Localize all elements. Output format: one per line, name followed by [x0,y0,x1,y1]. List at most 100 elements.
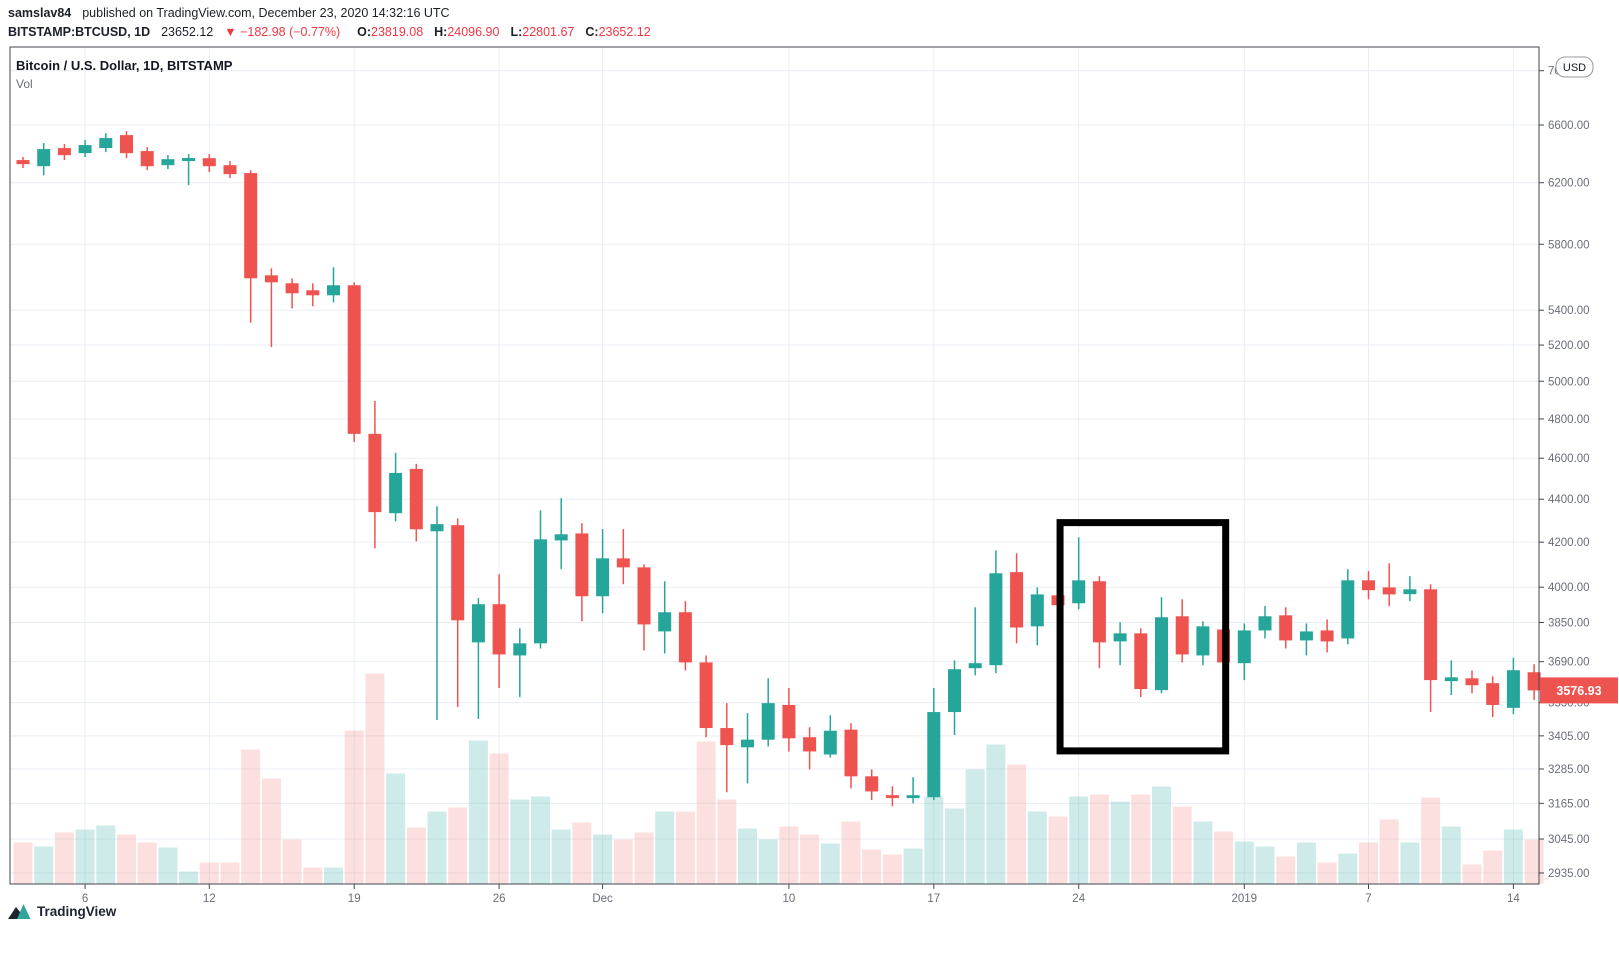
volume-bar [1503,829,1523,884]
price-tick-label: 3285.00 [1548,764,1590,776]
volume-bar [862,849,882,884]
candle-body [1155,617,1168,691]
volume-bar [779,826,799,884]
candle-body [1134,633,1148,690]
volume-bar [220,862,240,884]
tradingview-branding[interactable]: TradingView [8,901,116,921]
candle-body [120,135,133,154]
direction-down-icon: ▼ [224,25,237,39]
candle-body [1341,580,1355,639]
candle-body [1237,630,1251,664]
volume-bar [593,834,613,884]
volume-bar [1048,816,1068,884]
volume-bar [1379,819,1399,884]
candle-body [140,151,154,167]
high-label: H: [434,25,448,39]
high-value: 24096.90 [447,25,500,39]
candle-body [1424,589,1438,681]
open-value: 23819.08 [371,25,424,39]
candle-body [471,604,485,643]
price-tick-label: 4800.00 [1548,414,1590,426]
candle-body [720,728,734,746]
candle-body [741,739,754,748]
currency-button-label[interactable]: USD [1563,62,1586,74]
price-tick-label: 3405.00 [1548,731,1590,743]
volume-bar [158,847,178,884]
volume-bar [1483,850,1503,884]
candle-body [1072,580,1086,604]
chart-legend-title[interactable]: Bitcoin / U.S. Dollar, 1D, BITSTAMP [16,58,233,73]
candle-body [1299,631,1313,641]
currency-button[interactable] [1555,56,1594,78]
price-tick-label: 2935.00 [1548,868,1590,880]
volume-bar [1441,826,1461,884]
volume-bar [965,769,985,884]
price-tick-label: 3045.00 [1548,834,1590,846]
volume-bar [696,741,716,884]
candle-body [368,433,382,513]
candle-body [885,795,899,799]
volume-bar [1255,846,1275,884]
volume-bar [551,829,571,884]
price-tick-label: 5200.00 [1548,340,1590,352]
volume-bar [1276,856,1296,884]
volume-bar [945,808,964,884]
volume-bar [427,811,447,884]
low-label: L: [510,25,523,39]
candle-body [1506,670,1520,708]
price-tick-label: 6200.00 [1548,178,1590,190]
symbol-name: BITSTAMP:BTCUSD, 1D [8,25,151,39]
candle-body [16,160,30,165]
time-tick-label: 14 [1507,893,1520,905]
volume-bar [406,827,426,884]
volume-bar [841,821,861,884]
volume-bar [1214,831,1234,884]
candle-body [1465,678,1479,686]
username: samslav84 [8,6,72,20]
volume-bar [800,834,820,884]
volume-bar [758,839,778,884]
open-label: O: [357,25,372,39]
tradingview-brand-text: TradingView [37,903,117,919]
volume-indicator-label[interactable]: Vol [16,77,33,91]
volume-bar [261,778,281,884]
candle-body [844,729,858,777]
volume-bar [54,832,74,884]
time-tick-label: 17 [927,893,940,905]
candle-body [1362,580,1375,591]
candle-body [989,573,1003,666]
volume-bar [738,828,757,884]
chart-pane[interactable] [10,47,1539,884]
candle-body [57,148,71,156]
time-tick-label: 10 [783,893,796,905]
tradingview-logo-icon [8,904,31,919]
price-change: −182.98 (−0.77%) [240,25,341,39]
candle-body [1175,616,1189,655]
candle-body [948,669,961,713]
volume-bar [1359,842,1378,884]
volume-bar [510,799,530,884]
publish-text: published on TradingView.com, December 2… [82,6,450,20]
volume-bar [572,822,592,884]
candle-body [1444,677,1458,682]
price-tick-label: 5800.00 [1548,239,1590,251]
candle-body [927,712,941,798]
candle-body [285,283,299,294]
candle-body [1527,672,1541,691]
time-tick-label: 12 [203,893,216,905]
candle-body [99,138,113,149]
time-tick-label: Dec [592,893,613,905]
candle-body [616,558,630,568]
volume-bar [1172,806,1192,884]
volume-bar [344,730,364,884]
candle-body [596,558,610,597]
price-tick-label: 4200.00 [1548,537,1590,549]
volume-bar [448,807,468,884]
annotation-rectangle[interactable] [1056,519,1230,755]
volume-bar [34,846,54,884]
time-tick-label: 24 [1072,893,1085,905]
candle-body [347,285,361,434]
volume-bar [1152,786,1171,884]
candle-body [264,275,278,283]
